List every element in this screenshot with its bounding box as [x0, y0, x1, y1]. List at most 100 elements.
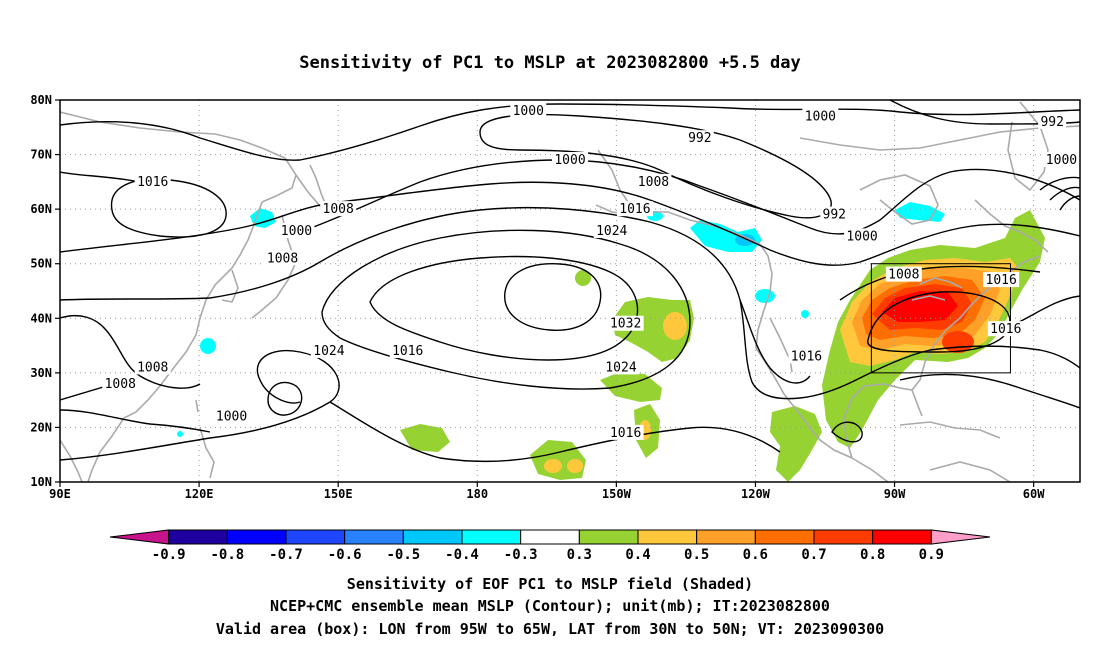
colorbar-label: 0.9	[919, 547, 944, 563]
colorbar-swatch	[696, 529, 756, 545]
contour-label-bg	[635, 173, 672, 189]
coast-canada-arctic	[799, 125, 1080, 151]
colorbar-arrow-high	[930, 529, 991, 545]
lon-tick-label: 120W	[741, 487, 771, 501]
colorbar-swatch	[520, 529, 580, 545]
contour-label: 1008	[323, 202, 354, 217]
contour-label-bg	[310, 343, 347, 359]
colorbar-label: -0.3	[504, 547, 538, 563]
mslp-contours	[60, 100, 1080, 463]
shade-yellow-pacific-e	[567, 459, 583, 473]
coastlines	[60, 101, 1080, 482]
coast-caribbean	[899, 421, 1001, 439]
colorbar-swatch	[461, 529, 522, 545]
contour-label-bg	[983, 272, 1020, 288]
contour-label: 1032	[610, 317, 641, 332]
contour-1016-south	[60, 350, 340, 461]
lon-tick-label: 180	[466, 487, 488, 501]
shade-yellow-pacific-d	[544, 459, 562, 473]
contour-label: 1024	[313, 344, 344, 359]
contour-label-bg	[844, 228, 881, 244]
lon-tick-label: 60W	[1023, 487, 1045, 501]
contour-label-bg	[607, 424, 644, 440]
colorbar: -0.9 -0.8 -0.7 -0.6 -0.5 -0.4 -0.3 0.3 0.4 0.5 0.6…	[109, 529, 991, 563]
lon-tick-label: 150W	[602, 487, 632, 501]
coast-indochina	[87, 417, 125, 482]
footer-line-1: Sensitivity of EOF PC1 to MSLP field (Sh…	[347, 575, 753, 593]
contour-label-bg	[685, 130, 714, 146]
contour-label: 1016	[392, 344, 423, 359]
contour-label-bg	[1038, 113, 1067, 129]
contour-label: 1016	[791, 349, 822, 364]
contour-1008-mid	[60, 181, 1080, 266]
contour-label-bg	[278, 222, 315, 238]
contour-low-east-canada	[1039, 176, 1080, 211]
colorbar-swatch	[285, 529, 346, 545]
colorbar-arrow-low	[109, 529, 170, 545]
colorbar-swatch	[578, 529, 639, 545]
coast-india	[60, 439, 83, 482]
contour-label: 1000	[846, 229, 877, 244]
contour-label: 992	[823, 208, 846, 223]
contour-1016-upper	[60, 171, 141, 183]
coast-south-america	[929, 461, 1011, 482]
colorbar-swatch	[872, 529, 932, 545]
valid-area-box	[870, 263, 1011, 374]
colorbar-label: 0.8	[860, 547, 885, 563]
contour-label: 1008	[888, 268, 919, 283]
contour-1032-core	[504, 263, 602, 331]
colorbar-swatch	[226, 529, 287, 545]
colorbar-label: 0.4	[625, 547, 650, 563]
coast-asia-north	[60, 111, 297, 203]
shade-cyan-west-us-small	[801, 310, 809, 318]
shade-green-mexico	[770, 406, 822, 482]
lon-tick-label: 90W	[884, 487, 906, 501]
map-frame	[59, 99, 1081, 483]
longitude-axis: 90E 120E 150E 180 150W 120W 90W 60W	[49, 482, 1045, 501]
contour-1016-pacific-south	[329, 401, 781, 463]
lat-tick-label: 80N	[30, 93, 52, 107]
contour-label-bg	[264, 250, 301, 266]
colorbar-swatch	[168, 529, 228, 545]
shade-cyan-south-china	[177, 431, 183, 437]
contour-label: 1024	[605, 360, 636, 375]
lat-tick-label: 10N	[30, 475, 52, 489]
colorbar-swatch	[813, 529, 874, 545]
contour-asia-low	[267, 381, 303, 416]
coast-asia-east	[123, 201, 263, 419]
shade-green-pacific-f	[575, 270, 591, 286]
colorbar-swatch	[754, 529, 815, 545]
lat-tick-label: 50N	[30, 257, 52, 271]
colorbar-swatch	[402, 529, 463, 545]
contour-label: 1016	[137, 175, 168, 190]
coast-korea	[221, 269, 239, 303]
colorbar-label: 0.6	[743, 547, 768, 563]
contour-1016-west-us	[739, 299, 811, 384]
lon-tick-label: 90E	[49, 487, 71, 501]
contour-label: 1008	[638, 175, 669, 190]
contour-label-bg	[593, 222, 630, 238]
contour-label: 1016	[990, 322, 1021, 337]
latitude-axis: 80N 70N 60N 50N 40N 30N 20N 10N	[30, 93, 60, 489]
shade-green-pacific-e	[400, 424, 450, 452]
contour-label: 1016	[619, 202, 650, 217]
contour-label: 1016	[986, 273, 1017, 288]
coast-florida	[911, 389, 923, 417]
contour-1016-pacific-high	[60, 206, 1080, 400]
contour-1016-gulf-loop	[831, 421, 863, 443]
shade-cyan-china	[200, 338, 216, 354]
coast-great-lakes	[911, 277, 963, 301]
colorbar-label: -0.9	[152, 547, 186, 563]
contour-label-bg	[102, 375, 139, 391]
contour-1000-asia-low	[60, 409, 211, 433]
contour-label: 1000	[513, 104, 544, 119]
contour-label-bg	[552, 152, 588, 168]
coast-japan	[251, 261, 297, 319]
contour-label-bg	[885, 266, 922, 282]
lat-tick-label: 20N	[30, 420, 52, 434]
colorbar-swatch	[344, 529, 404, 545]
colorbar-label: 0.3	[567, 547, 592, 563]
contour-label-bg	[603, 359, 639, 375]
contour-label: 1016	[610, 426, 641, 441]
colorbar-label: -0.5	[386, 547, 420, 563]
